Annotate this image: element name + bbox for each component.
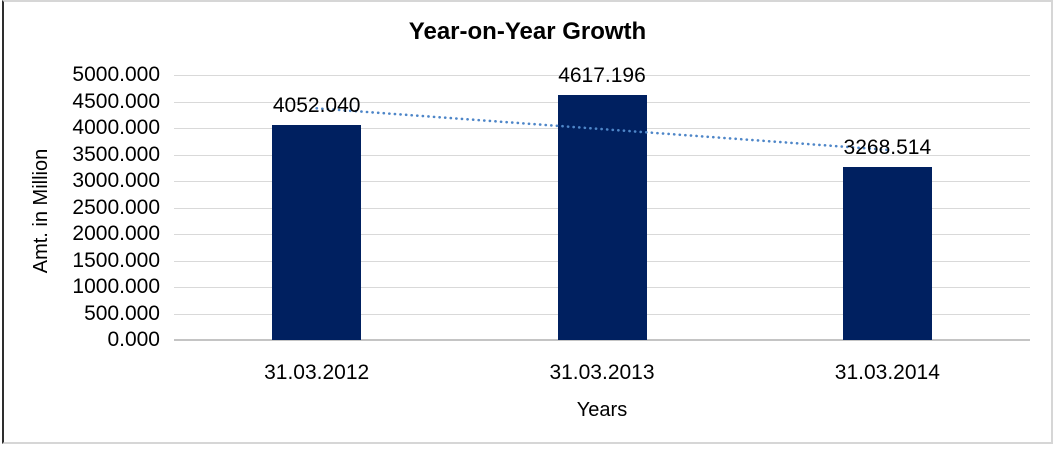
bar	[557, 95, 647, 340]
y-tick-label: 3500.000	[72, 142, 160, 166]
y-tick-label: 1500.000	[72, 248, 160, 272]
bar	[272, 125, 362, 340]
y-tick-label: 4500.000	[72, 89, 160, 113]
x-tick-label: 31.03.2013	[549, 361, 655, 384]
x-tick-label: 31.03.2014	[834, 361, 940, 384]
y-tick-label: 3000.000	[72, 169, 160, 192]
bar-data-label: 4617.196	[558, 64, 646, 88]
x-tick-label: 31.03.2012	[264, 361, 370, 384]
y-tick-label: 2500.000	[72, 195, 160, 219]
y-tick-label: 500.000	[84, 301, 160, 325]
x-axis-title: Years	[576, 399, 628, 421]
y-tick-label: 2000.000	[72, 222, 160, 245]
bar-data-label: 3268.514	[843, 135, 932, 159]
y-tick-label: 0.000	[107, 328, 160, 351]
bar	[842, 166, 932, 340]
x-axis-line	[174, 339, 1030, 341]
y-tick-label: 4000.000	[72, 116, 160, 139]
chart-title: Year-on-Year Growth	[408, 18, 647, 45]
gridline	[174, 75, 1030, 76]
y-tick-label: 1000.000	[72, 275, 160, 298]
y-tick-label: 5000.000	[72, 63, 160, 86]
bar-data-label: 4052.040	[272, 94, 361, 118]
